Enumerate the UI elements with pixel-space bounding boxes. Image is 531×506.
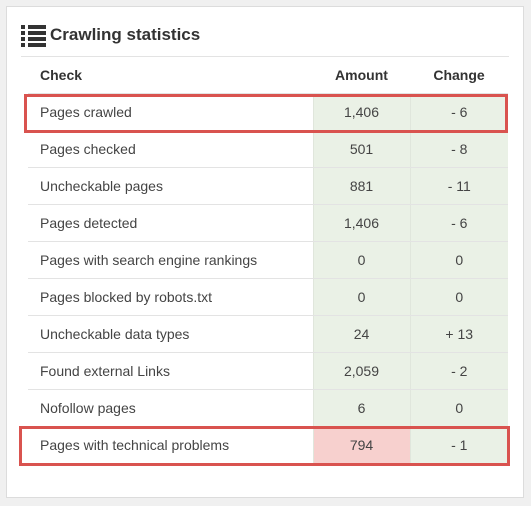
- table-row[interactable]: Found external Links 2,059 - 2: [28, 352, 508, 390]
- panel-title: Crawling statistics: [50, 25, 201, 44]
- row-amount-problem: 794: [312, 426, 410, 463]
- row-change: + 13: [409, 315, 508, 353]
- row-change: - 6: [409, 204, 508, 242]
- row-check-label: Pages crawled: [28, 93, 313, 131]
- row-check-label: Found external Links: [28, 352, 313, 390]
- row-change: 0: [409, 241, 508, 279]
- row-amount: 881: [312, 167, 410, 205]
- row-change: - 11: [409, 167, 508, 205]
- row-change: 0: [409, 389, 508, 427]
- row-amount: 2,059: [312, 352, 410, 390]
- row-amount: 501: [312, 130, 410, 168]
- crawling-statistics-table: Check Amount Change Pages crawled 1,406 …: [28, 57, 508, 463]
- row-check-label: Uncheckable data types: [28, 315, 313, 353]
- table-row[interactable]: Uncheckable pages 881 - 11: [28, 167, 508, 205]
- row-check-label: Nofollow pages: [28, 389, 313, 427]
- column-header-check[interactable]: Check: [28, 57, 313, 94]
- row-change: - 8: [409, 130, 508, 168]
- table-row[interactable]: Pages detected 1,406 - 6: [28, 204, 508, 242]
- row-check-label: Pages checked: [28, 130, 313, 168]
- row-check-label: Pages blocked by robots.txt: [28, 278, 313, 316]
- row-change: - 1: [409, 426, 508, 463]
- table-row[interactable]: Pages blocked by robots.txt 0 0: [28, 278, 508, 316]
- column-header-change[interactable]: Change: [410, 57, 508, 94]
- column-header-amount[interactable]: Amount: [313, 57, 410, 94]
- row-check-label: Pages with search engine rankings: [28, 241, 313, 279]
- list-icon: [21, 24, 46, 47]
- row-amount: 24: [312, 315, 410, 353]
- row-amount: 1,406: [312, 93, 410, 131]
- table-row[interactable]: Pages crawled 1,406 - 6: [28, 93, 508, 131]
- row-change: - 6: [409, 93, 508, 131]
- table-row[interactable]: Pages with search engine rankings 0 0: [28, 241, 508, 279]
- table-header-row: Check Amount Change: [28, 57, 508, 94]
- row-check-label: Pages with technical problems: [40, 437, 230, 453]
- table-row[interactable]: Pages checked 501 - 8: [28, 130, 508, 168]
- row-check-label: Uncheckable pages: [28, 167, 313, 205]
- panel-header: Crawling statistics: [21, 24, 201, 47]
- row-amount: 6: [312, 389, 410, 427]
- row-check-label: Pages detected: [28, 204, 313, 242]
- row-change: 0: [409, 278, 508, 316]
- row-amount: 0: [312, 278, 410, 316]
- row-amount: 1,406: [312, 204, 410, 242]
- row-amount: 0: [312, 241, 410, 279]
- table-row[interactable]: Nofollow pages 6 0: [28, 389, 508, 427]
- table-row[interactable]: Pages with technical problems 794 - 1: [28, 426, 508, 463]
- row-change: - 2: [409, 352, 508, 390]
- table-row[interactable]: Uncheckable data types 24 + 13: [28, 315, 508, 353]
- header-divider: [21, 56, 509, 57]
